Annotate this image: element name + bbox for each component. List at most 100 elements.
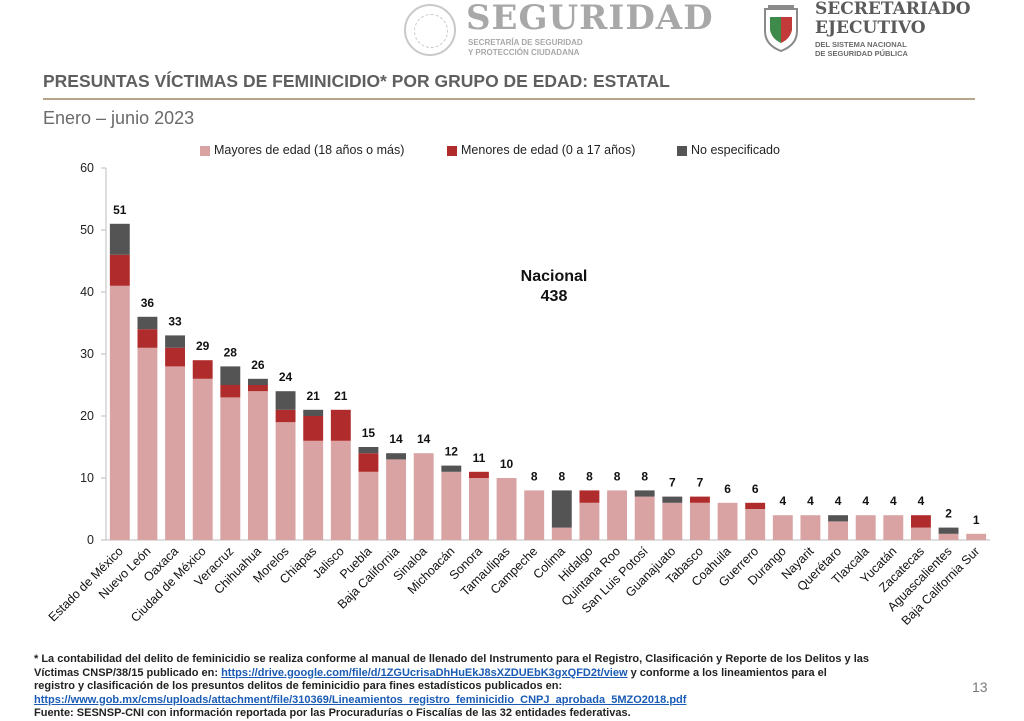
bar-segment-no-especificado <box>551 490 572 528</box>
y-tick-label: 50 <box>80 223 94 237</box>
bar-total-label: 8 <box>641 469 648 483</box>
footnote-line-2: Víctimas CNSP/38/15 publicado en: https:… <box>34 666 827 679</box>
bar-segment-no-especificado <box>634 490 655 497</box>
bar-total-label: 1 <box>973 513 980 527</box>
bar-segment-menores <box>689 496 710 503</box>
bar-total-label: 14 <box>417 432 431 446</box>
bar-total-label: 12 <box>445 445 459 459</box>
bar-total-label: 4 <box>918 494 925 508</box>
bar-segment-menores <box>220 385 241 398</box>
bar-segment-mayores <box>413 453 434 540</box>
bar-total-label: 11 <box>473 451 486 465</box>
bar-total-label: 36 <box>141 296 155 310</box>
bar-segment-menores <box>330 409 351 441</box>
brand-seguridad-subtitle: SECRETARÍA DE SEGURIDAD Y PROTECCIÓN CIU… <box>468 38 583 57</box>
bar-total-label: 29 <box>196 339 210 353</box>
bar-total-label: 4 <box>807 494 814 508</box>
legend-label-menores: Menores de edad (0 a 17 años) <box>461 143 636 157</box>
bar-total-label: 8 <box>586 469 593 483</box>
bar-segment-mayores <box>496 478 517 540</box>
legend-label-mayores: Mayores de edad (18 años o más) <box>214 143 405 157</box>
bar-segment-menores <box>579 490 600 503</box>
bar-segment-menores <box>137 329 158 348</box>
page-subtitle: Enero – junio 2023 <box>43 108 195 128</box>
bar-segment-mayores <box>800 515 821 540</box>
brand-secretariado: SECRETARIADO EJECUTIVO <box>815 0 971 38</box>
government-seal-icon <box>404 4 456 56</box>
bar-segment-mayores <box>247 391 268 540</box>
y-tick-label: 40 <box>80 285 94 299</box>
bar-segment-menores <box>468 471 489 478</box>
bar-segment-mayores <box>275 422 296 540</box>
bar-segment-mayores <box>966 533 987 540</box>
bar-total-label: 14 <box>389 432 403 446</box>
bar-total-label: 26 <box>251 358 265 372</box>
bar-segment-mayores <box>551 527 572 540</box>
bar-segment-mayores <box>109 285 130 540</box>
bar-segment-no-especificado <box>275 391 296 410</box>
bar-segment-menores <box>192 360 213 379</box>
bar-segment-menores <box>247 385 268 392</box>
bar-segment-mayores <box>938 533 959 540</box>
bar-total-label: 15 <box>362 426 376 440</box>
bar-segment-no-especificado <box>358 447 379 454</box>
bar-segment-no-especificado <box>303 409 324 416</box>
bar-total-label: 21 <box>334 389 348 403</box>
bar-segment-menores <box>275 409 296 423</box>
bar-total-label: 4 <box>779 494 786 508</box>
y-tick-label: 10 <box>80 471 94 485</box>
bar-segment-no-especificado <box>137 316 158 330</box>
brand-secretariado-subtitle: DEL SISTEMA NACIONAL DE SEGURIDAD PÚBLIC… <box>815 40 908 58</box>
bar-total-label: 4 <box>890 494 897 508</box>
bar-segment-no-especificado <box>938 527 959 534</box>
legend-swatch-mayores <box>200 146 210 156</box>
bar-segment-mayores <box>468 478 489 540</box>
footnote-line-3: registro y clasificación de los presunto… <box>34 680 563 692</box>
bar-segment-mayores <box>165 366 186 540</box>
y-tick-label: 30 <box>80 347 94 361</box>
bar-segment-mayores <box>717 502 738 540</box>
national-total-value: 438 <box>541 288 568 305</box>
legend-swatch-no-especificado <box>677 146 687 156</box>
page-header: SEGURIDAD SECRETARÍA DE SEGURIDAD Y PROT… <box>0 0 1024 70</box>
bar-total-label: 6 <box>752 482 759 496</box>
sesnsp-shield-icon <box>764 5 798 53</box>
bar-total-label: 8 <box>531 469 538 483</box>
national-total-label: Nacional <box>521 268 588 285</box>
bar-segment-no-especificado <box>247 378 268 385</box>
bar-segment-mayores <box>524 490 545 540</box>
y-tick-label: 20 <box>80 409 94 423</box>
y-tick-label: 60 <box>80 161 94 175</box>
bar-segment-menores <box>109 254 130 286</box>
legend-label-no-especificado: No especificado <box>691 143 780 157</box>
bar-segment-mayores <box>910 527 931 540</box>
bar-segment-mayores <box>579 502 600 540</box>
bar-segment-mayores <box>137 347 158 540</box>
bar-segment-no-especificado <box>441 465 462 472</box>
manual-link[interactable]: https://drive.google.com/file/d/1ZGUcris… <box>221 666 628 679</box>
bar-total-label: 7 <box>697 476 704 490</box>
bar-segment-menores <box>165 347 186 367</box>
bar-segment-no-especificado <box>165 335 186 348</box>
footnote-line-4: https://www.gob.mx/cms/uploads/attachmen… <box>34 694 974 708</box>
guidelines-link[interactable]: https://www.gob.mx/cms/uploads/attachmen… <box>34 693 687 706</box>
bar-total-label: 51 <box>113 203 127 217</box>
bar-segment-menores <box>358 453 379 472</box>
bar-segment-no-especificado <box>662 496 683 503</box>
bar-total-label: 10 <box>500 457 514 471</box>
bar-total-label: 7 <box>669 476 676 490</box>
bar-segment-mayores <box>634 496 655 540</box>
bar-segment-no-especificado <box>828 515 849 522</box>
bar-total-label: 8 <box>558 469 565 483</box>
footnote: * La contabilidad del delito de feminici… <box>34 653 974 721</box>
bar-segment-menores <box>303 416 324 441</box>
bar-segment-mayores <box>607 490 628 540</box>
source-line: Fuente: SESNSP-CNI con información repor… <box>34 707 631 719</box>
bar-total-label: 21 <box>307 389 321 403</box>
y-tick-label: 0 <box>87 533 94 547</box>
bar-total-label: 28 <box>224 345 238 359</box>
bar-total-label: 4 <box>862 494 869 508</box>
bar-total-label: 6 <box>724 482 731 496</box>
bar-total-label: 33 <box>168 314 182 328</box>
